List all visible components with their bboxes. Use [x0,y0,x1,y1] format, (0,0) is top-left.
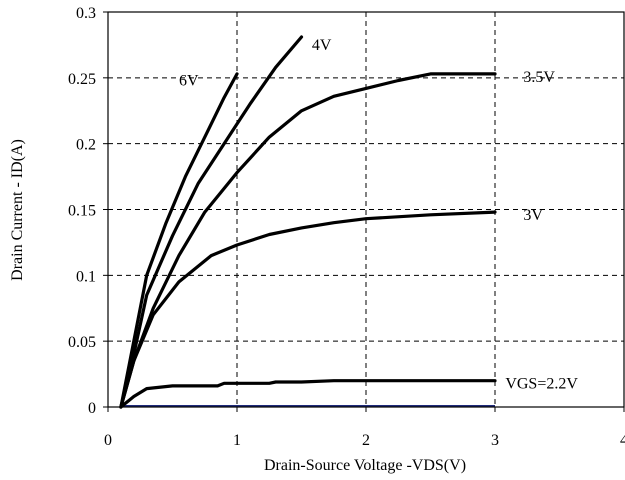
x-tick-label: 4 [620,432,625,449]
y-tick-label: 0.25 [68,71,96,88]
y-tick-label: 0.2 [76,137,96,154]
x-tick-label: 1 [233,432,241,449]
y-tick-label: 0.15 [68,203,96,220]
series-line-0 [119,72,239,409]
series-line-3 [119,210,497,409]
x-tick-label: 2 [362,432,370,449]
y-tick-labels: 0 0.05 0.1 0.15 0.2 0.25 0.3 [68,5,108,417]
y-tick-label: 0.1 [76,268,96,285]
series-label-0: 6V [179,73,199,90]
series-group [119,35,497,409]
series-line-2 [119,72,497,409]
series-label-3: 3V [523,207,543,224]
series-labels: 6V 4V 3.5V 3V VGS=2.2V [179,37,578,392]
grid [108,12,624,407]
y-tick-label: 0.05 [68,334,96,351]
x-tick-label: 3 [491,432,499,449]
y-tick-label: 0.3 [76,5,96,22]
x-axis-title: Drain-Source Voltage -VDS(V) [264,457,466,474]
series-line-1 [119,35,304,409]
y-tick-label: 0 [88,400,96,417]
series-line-4 [119,379,497,409]
x-tick-labels: 0 1 2 3 4 [104,407,625,449]
y-axis-title: Drain Current - ID(A) [9,139,26,281]
series-label-2: 3.5V [523,69,555,86]
series-label-1: 4V [312,37,332,54]
x-tick-label: 0 [104,432,112,449]
series-label-4: VGS=2.2V [505,376,578,393]
